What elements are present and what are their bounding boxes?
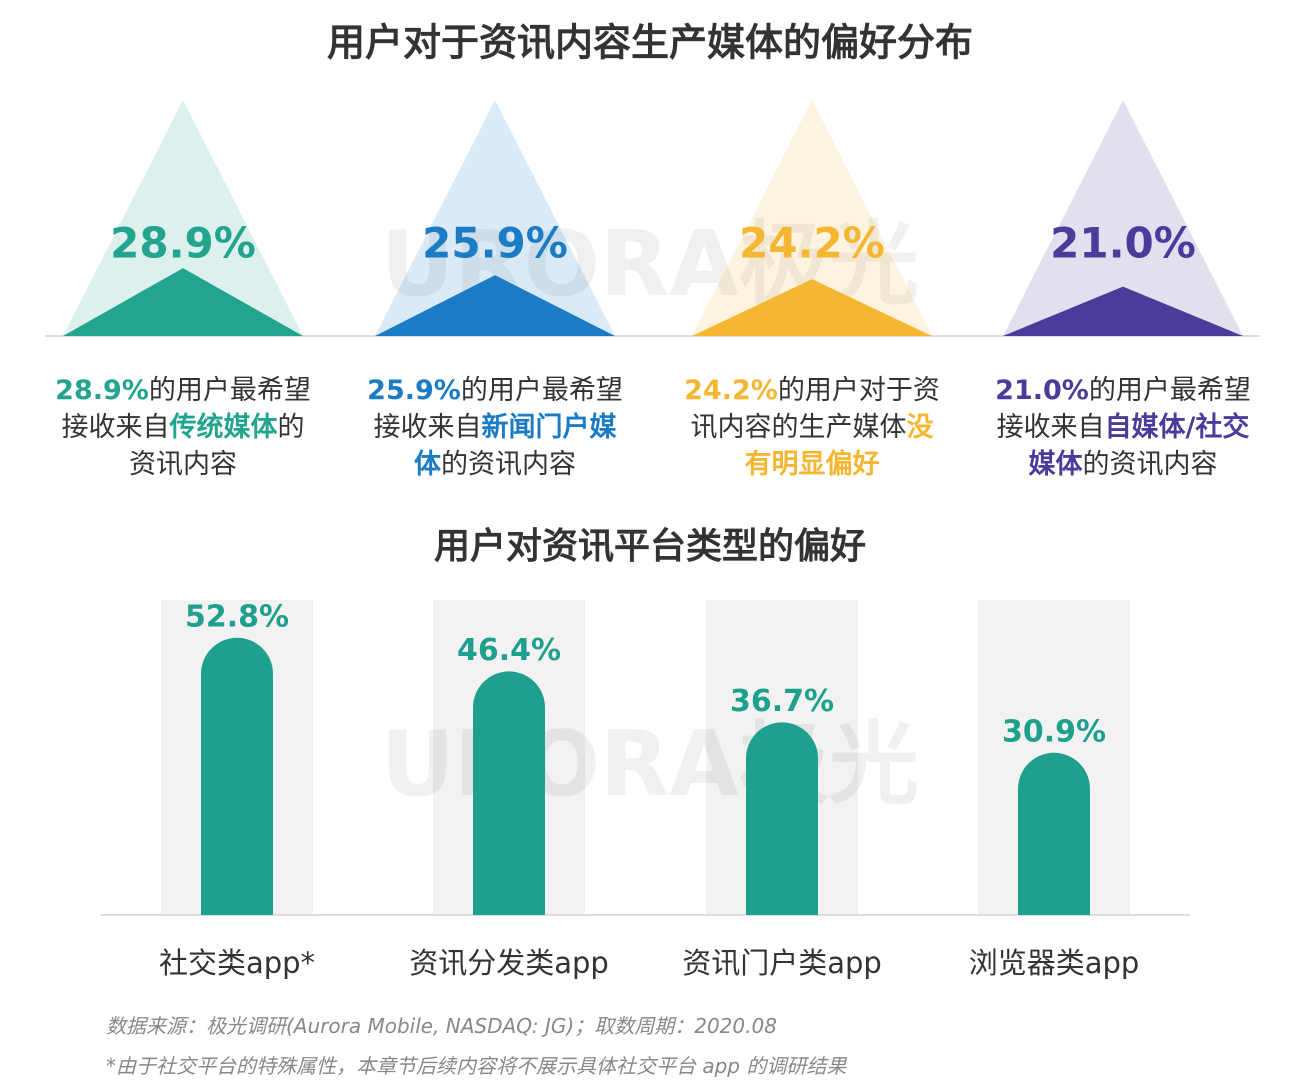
triangle-bg [63,100,303,336]
value-label: 52.8% [185,599,289,634]
description-part: 21.0% [995,375,1089,406]
value-label: 25.9% [422,219,568,268]
triangle-bg [692,100,932,336]
bar [473,671,545,915]
description-part: 的用户最希望接收来自 [996,375,1251,443]
description-part: 传统媒体 [169,412,278,443]
bar [746,722,819,915]
value-label: 24.2% [739,219,885,268]
value-label: 21.0% [1050,219,1196,268]
description-part: 25.9% [367,375,461,406]
triangle [1003,286,1243,336]
description-part: 24.2% [684,375,778,406]
note: *由于社交平台的特殊属性，本章节后续内容将不展示具体社交平台 app 的调研结果 [106,1054,847,1078]
value-label: 30.9% [1002,714,1106,749]
bar [201,637,273,915]
x-tick-label: 浏览器类app [969,946,1140,980]
x-tick-label: 资讯分发类app [409,946,609,980]
description: 24.2%的用户对于资讯内容的生产媒体没有明显偏好 [681,372,943,483]
chart-title: 用户对于资讯内容生产媒体的偏好分布 [327,21,973,65]
triangle [375,275,615,336]
chart-title: 用户对资讯平台类型的偏好 [434,526,866,567]
triangle-bg [1003,100,1243,336]
x-tick-label: 社交类app* [159,946,315,980]
description-part: 自媒体/社交媒体 [1028,412,1250,480]
watermark: URORA极光 [381,712,919,817]
triangle [63,268,303,336]
triangle-bg [375,100,615,336]
description-part: 新闻门户媒体 [414,412,617,480]
triangle [692,279,932,336]
description-part: 28.9% [55,375,149,406]
value-label: 36.7% [730,684,834,719]
description-part: 的用户对于资讯内容的生产媒体 [690,375,940,443]
bar [1018,752,1090,915]
description-part: 的资讯内容 [441,449,576,480]
description: 21.0%的用户最希望接收来自自媒体/社交媒体的资讯内容 [992,372,1254,483]
x-tick-label: 资讯门户类app [682,946,882,980]
value-label: 28.9% [110,219,256,268]
description-part: 的资讯内容 [1082,449,1218,480]
description: 25.9%的用户最希望接收来自新闻门户媒体的资讯内容 [364,372,626,483]
description-part: 的资讯内容 [129,412,305,480]
description-part: 没有明显偏好 [744,412,934,480]
source: 数据来源：极光调研(Aurora Mobile, NASDAQ: JG)；取数周… [106,1014,777,1038]
value-label: 46.4% [457,633,561,668]
description-part: 的用户最希望接收来自 [61,375,311,443]
description-part: 的用户最希望接收来自 [373,375,623,443]
description: 28.9%的用户最希望接收来自传统媒体的资讯内容 [52,372,314,483]
